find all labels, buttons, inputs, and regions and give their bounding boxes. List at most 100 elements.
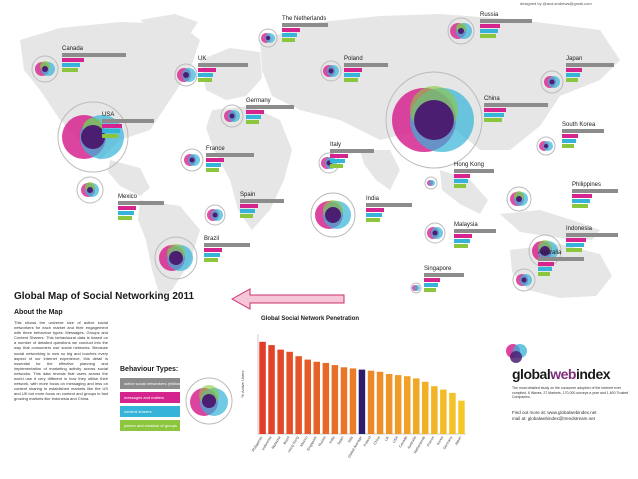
venn-germany xyxy=(220,104,244,128)
country-name: South Korea xyxy=(562,122,596,128)
bar-networkers xyxy=(454,229,496,233)
wordmark-web: web xyxy=(550,366,576,382)
bar-messages xyxy=(480,24,500,28)
bar-networkers xyxy=(118,201,164,205)
chart-category-label: China xyxy=(373,435,381,445)
chart-category-label: Singapore xyxy=(306,436,318,452)
chart-bar xyxy=(259,341,266,434)
country-name: China xyxy=(484,96,500,102)
about-title: About the Map xyxy=(14,309,63,316)
chart-bar xyxy=(349,368,357,434)
bar-messages xyxy=(206,158,224,162)
venn-mexico xyxy=(76,176,104,204)
bar-networkers xyxy=(566,63,614,67)
country-name: Japan xyxy=(566,56,583,62)
penetration-chart: % Active UsersPhilippinesIndonesiaMalays… xyxy=(240,334,466,459)
country-name: Singapore xyxy=(424,266,452,272)
chart-bar xyxy=(277,349,284,434)
bar-networkers xyxy=(562,129,604,133)
bar-content xyxy=(566,243,584,247)
country-name: Malaysia xyxy=(454,222,478,228)
country-mexico: Mexico xyxy=(118,194,164,220)
bar-networkers xyxy=(330,149,374,153)
bar-groups xyxy=(566,78,578,82)
bar-networkers xyxy=(424,273,464,277)
country-italy: Italy xyxy=(330,142,374,168)
venn-hong-kong xyxy=(424,176,438,190)
bar-content xyxy=(198,73,213,77)
bar-groups xyxy=(538,272,550,276)
country-name: Hong Kong xyxy=(454,162,485,168)
country-usa: USA xyxy=(102,112,154,138)
bar-messages xyxy=(562,134,578,138)
bar-networkers xyxy=(480,19,532,23)
bar-groups xyxy=(240,214,253,218)
country-india: India xyxy=(366,196,412,222)
bar-networkers xyxy=(204,243,250,247)
country-germany: Germany xyxy=(246,98,294,124)
country-name: UK xyxy=(198,56,207,62)
bar-networkers xyxy=(566,233,618,237)
bar-content xyxy=(204,253,220,257)
bar-networkers xyxy=(484,103,548,107)
bar-content xyxy=(102,129,120,133)
bar-messages xyxy=(566,238,586,242)
chart-title: Global Social Network Penetration xyxy=(261,316,360,322)
bar-messages xyxy=(572,194,592,198)
chart-bar xyxy=(376,371,384,434)
venn-singapore xyxy=(410,282,422,294)
bar-messages xyxy=(538,262,554,266)
globalwebindex-description: The most detailed study on the consumer … xyxy=(512,386,629,399)
bar-groups xyxy=(480,34,496,38)
country-south-korea: South Korea xyxy=(562,122,604,148)
venn-china xyxy=(385,71,483,169)
legend-messages: messages and mailers xyxy=(120,392,180,403)
venn-japan xyxy=(540,70,564,94)
bar-content xyxy=(282,33,297,37)
wordmark-index: index xyxy=(575,366,611,382)
bar-messages xyxy=(246,110,264,114)
bar-networkers xyxy=(282,23,328,27)
chart-category-label: Brazil xyxy=(283,435,291,445)
bar-content xyxy=(572,199,590,203)
chart-category-label: Germany xyxy=(442,435,453,450)
wordmark-global: global xyxy=(512,366,551,382)
chart-category-label: Spain xyxy=(337,436,345,446)
bar-content xyxy=(484,113,504,117)
bar-groups xyxy=(204,258,218,262)
bar-groups xyxy=(366,218,380,222)
country-name: Indonesia xyxy=(566,226,593,232)
bar-networkers xyxy=(198,63,248,67)
country-name: The Netherlands xyxy=(282,16,327,22)
chart-bar xyxy=(313,361,320,434)
bar-messages xyxy=(454,234,472,238)
chart-bar xyxy=(340,367,348,434)
country-japan: Japan xyxy=(566,56,614,82)
bar-content xyxy=(538,267,552,271)
bar-groups xyxy=(484,118,502,122)
country-name: Spain xyxy=(240,192,256,198)
chart-bar xyxy=(449,392,456,434)
y-axis-label: % Active Users xyxy=(240,371,245,398)
bar-networkers xyxy=(62,53,126,57)
bar-messages xyxy=(344,68,362,72)
country-name: Philippines xyxy=(572,182,602,188)
bar-content xyxy=(454,179,468,183)
bar-content xyxy=(246,115,261,119)
bar-messages xyxy=(102,124,122,128)
country-malaysia: Malaysia xyxy=(454,222,496,248)
chart-category-label: USA xyxy=(392,435,399,444)
bar-groups xyxy=(206,168,219,172)
bar-content xyxy=(62,63,80,67)
venn-russia xyxy=(447,17,475,45)
chart-category-label: Indonesia xyxy=(261,436,272,452)
country-australia: Australia xyxy=(538,250,584,276)
globalwebindex-wordmark: globalwebindex xyxy=(512,366,611,382)
bar-networkers xyxy=(240,199,284,203)
chart-category-label: UK xyxy=(384,435,390,442)
bar-networkers xyxy=(246,105,294,109)
venn-poland xyxy=(320,60,342,82)
website-link[interactable]: Find out more at: www.globalwebindex.net xyxy=(512,410,597,415)
venn-netherlands xyxy=(258,28,278,48)
email-link[interactable]: mail at: globalwebindex@trendstream.net xyxy=(512,416,595,421)
